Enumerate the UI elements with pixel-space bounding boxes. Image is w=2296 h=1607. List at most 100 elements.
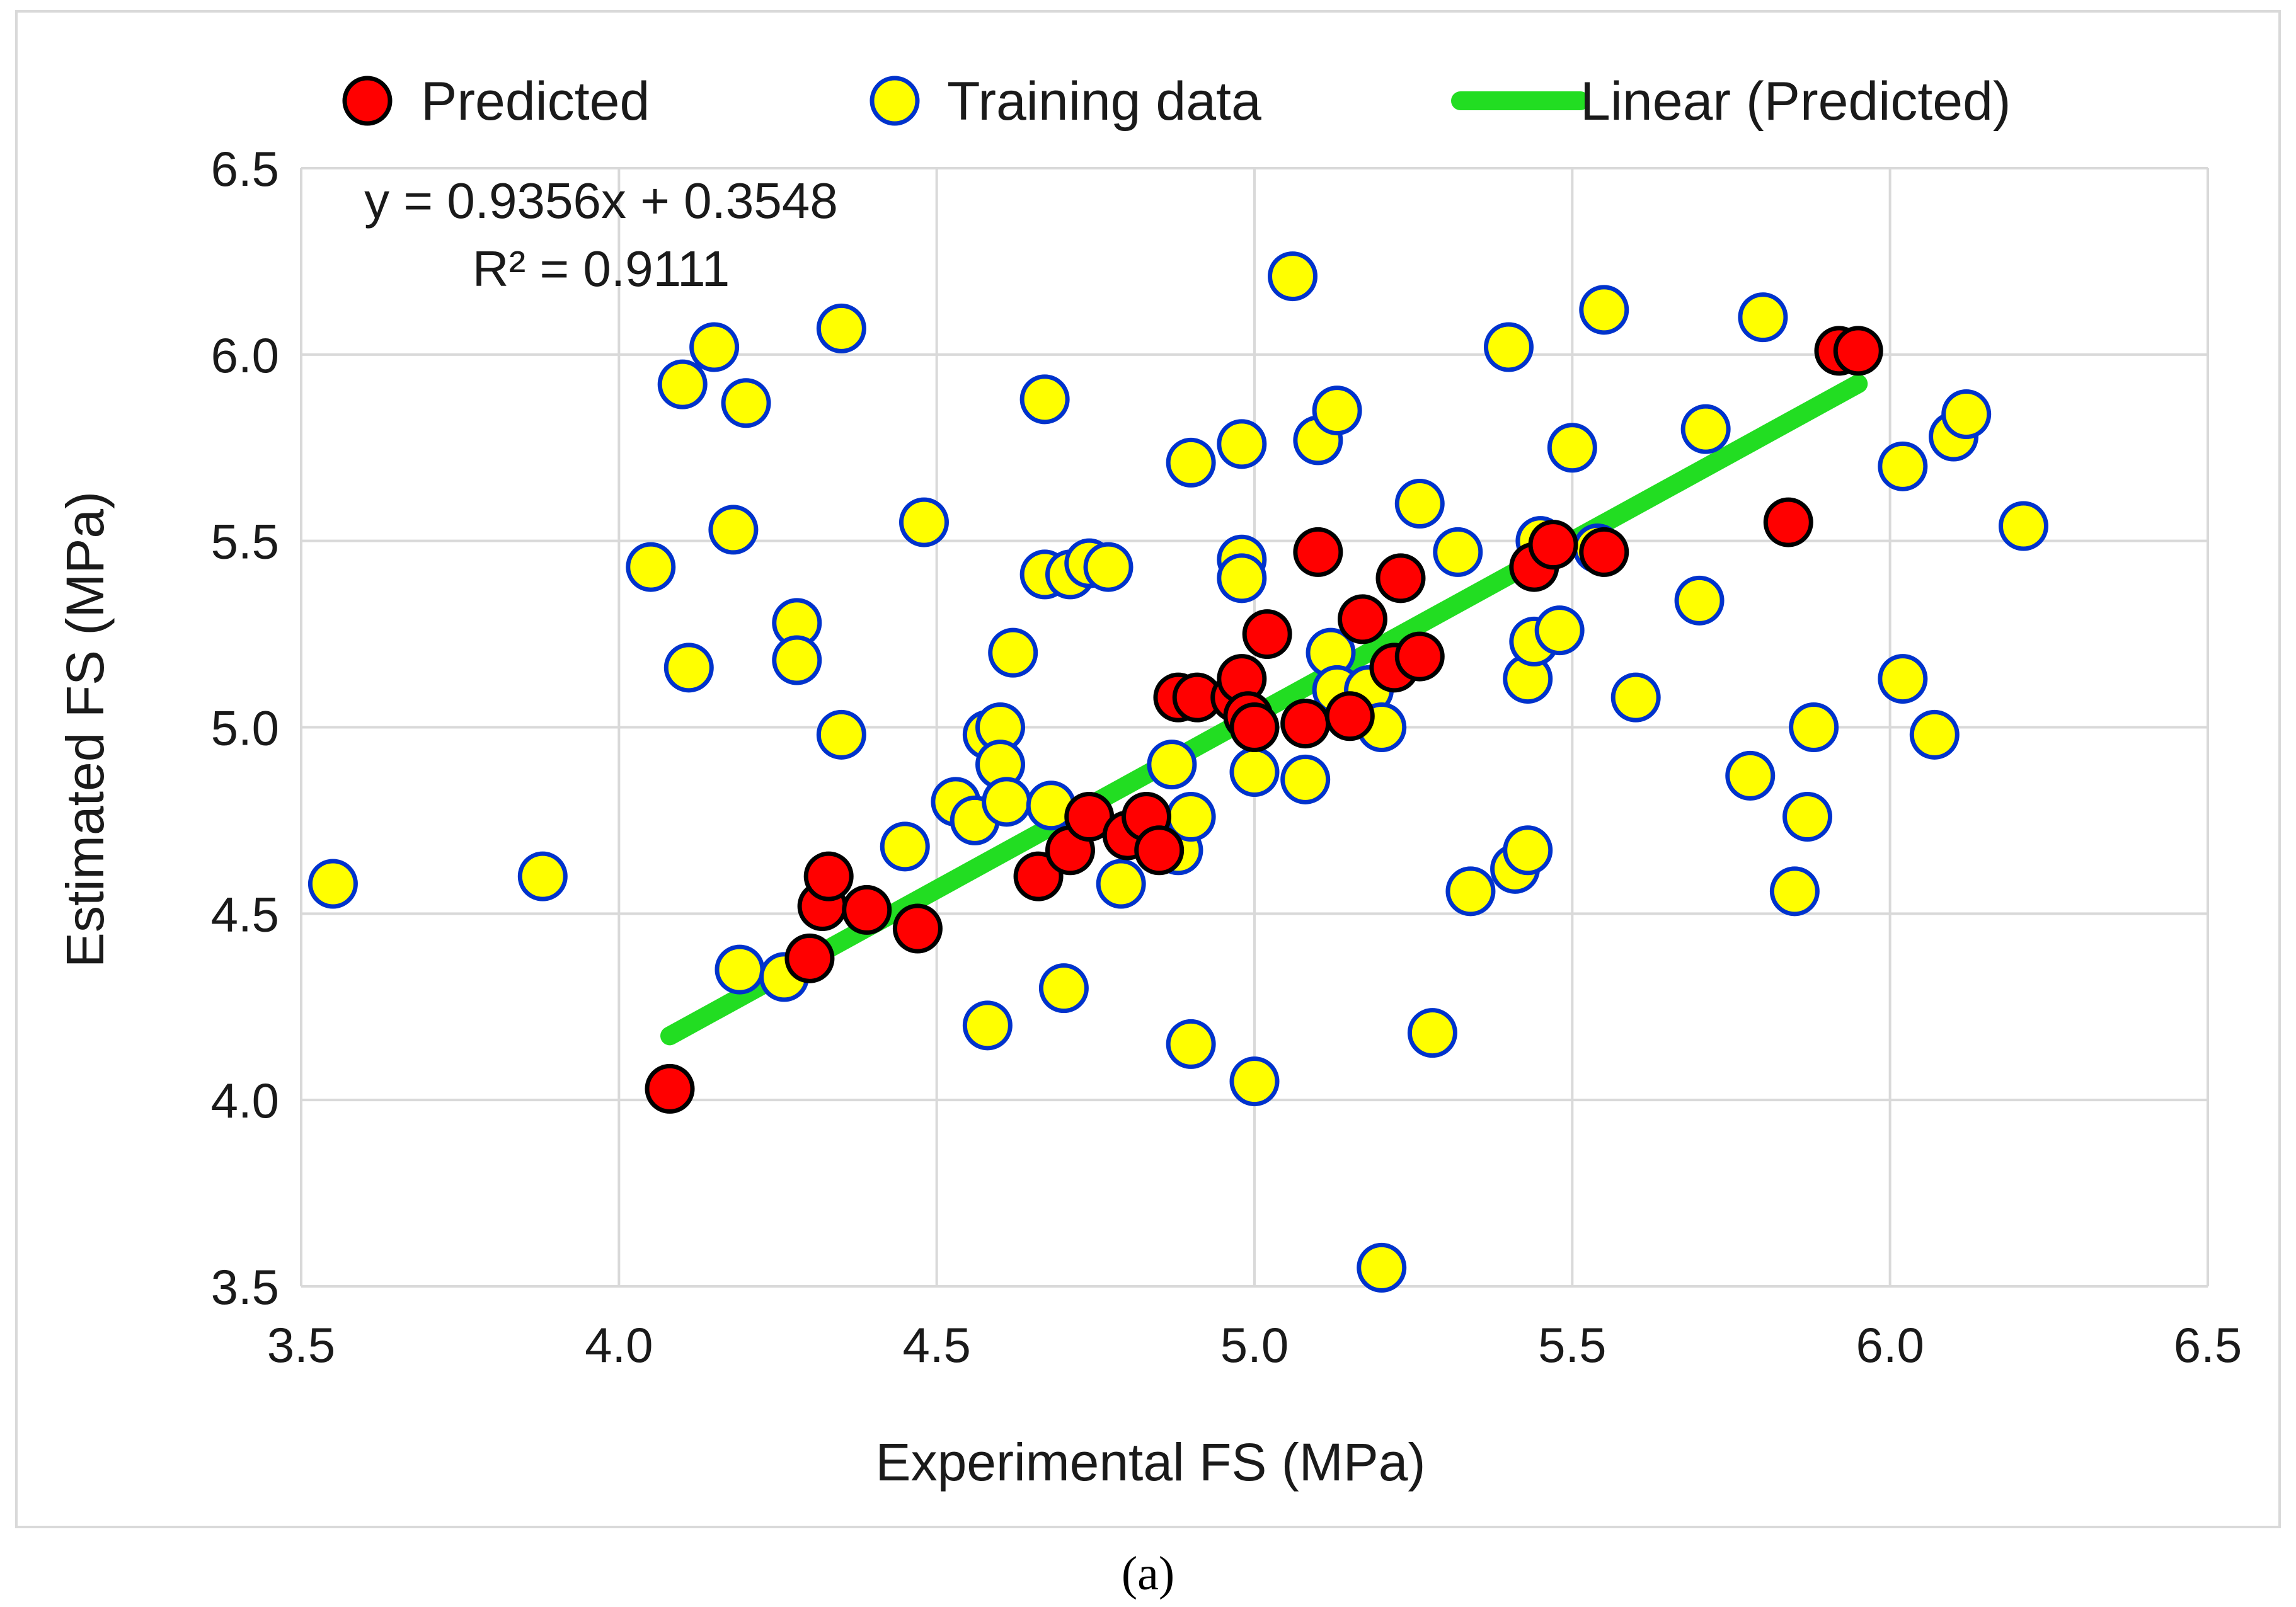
training-point: [1217, 553, 1267, 603]
y-tick-label: 6.5: [211, 141, 279, 197]
x-tick-label: 5.5: [1538, 1317, 1606, 1373]
predicted-point: [784, 933, 835, 983]
predicted-point: [1528, 520, 1578, 570]
training-point: [1229, 747, 1280, 797]
training-point: [816, 303, 866, 353]
legend-marker-predicted: [342, 76, 393, 126]
training-point: [1268, 251, 1318, 302]
training-point: [772, 635, 822, 685]
training-point: [708, 505, 759, 555]
training-point: [1019, 374, 1070, 425]
training-point: [1782, 792, 1833, 842]
panel-label: (a): [1121, 1547, 1175, 1600]
training-point: [1909, 709, 1960, 760]
training-point: [1280, 754, 1331, 804]
r-squared-text: R² = 0.9111: [473, 241, 730, 297]
predicted-point: [1324, 691, 1375, 741]
training-point: [898, 497, 949, 547]
predicted-point: [1833, 326, 1883, 376]
training-point: [1878, 441, 1928, 491]
training-point: [689, 322, 740, 372]
y-tick-label: 6.0: [211, 328, 279, 383]
regression-equation: y = 0.9356x + 0.3548 R² = 0.9111: [364, 173, 838, 297]
y-tick-label: 4.5: [211, 886, 279, 942]
training-point: [715, 944, 765, 995]
predicted-point: [1337, 594, 1387, 644]
training-point: [1725, 750, 1776, 801]
training-point: [1083, 542, 1134, 592]
x-axis-title: Experimental FS (MPa): [876, 1433, 1426, 1492]
training-point: [1738, 292, 1788, 343]
y-tick-label: 5.0: [211, 701, 279, 756]
predicted-point: [892, 903, 943, 954]
training-point: [1547, 423, 1597, 473]
equation-text: y = 0.9356x + 0.3548: [364, 173, 838, 229]
training-point: [1357, 1242, 1407, 1293]
training-point: [1674, 575, 1725, 626]
training-point: [1579, 285, 1629, 335]
training-point: [1312, 386, 1362, 436]
training-point: [1534, 605, 1585, 656]
scatter-chart: 3.5 4.0 4.5 5.0 5.5 6.0 6.5 3.5 4.0 4.5 5.0 5.5 6.0 6…: [55, 71, 2242, 1492]
predicted-point: [1242, 609, 1292, 660]
training-point: [1483, 322, 1534, 372]
y-tick-label: 4.0: [211, 1073, 279, 1128]
training-point: [657, 359, 708, 409]
predicted-point: [1579, 527, 1629, 577]
training-point: [1229, 1056, 1280, 1107]
training-point: [1610, 672, 1661, 723]
predicted-point: [803, 851, 854, 901]
training-point: [962, 1000, 1013, 1051]
training-point: [1096, 859, 1146, 909]
training-point: [721, 378, 771, 428]
training-series: [307, 251, 2048, 1293]
predicted-point: [1394, 631, 1445, 682]
legend-label-linear: Linear (Predicted): [1580, 71, 2011, 132]
legend-marker-training: [870, 76, 920, 126]
training-point: [663, 643, 714, 693]
training-point: [1998, 501, 2048, 551]
y-tick-label: 3.5: [211, 1259, 279, 1315]
training-point: [626, 542, 676, 592]
predicted-point: [842, 884, 892, 935]
x-tick-label: 6.0: [1856, 1317, 1924, 1373]
predicted-point: [1293, 527, 1343, 577]
predicted-point: [1280, 699, 1331, 749]
predicted-point: [1763, 497, 1813, 547]
training-point: [816, 709, 866, 760]
legend-label-training: Training data: [947, 71, 1261, 132]
training-point: [1217, 419, 1267, 469]
predicted-point: [1134, 825, 1185, 876]
chart-area: 3.5 4.0 4.5 5.0 5.5 6.0 6.5 3.5 4.0 4.5 5.0 5.5 6.0 6…: [15, 10, 2281, 1528]
x-tick-label: 4.0: [585, 1317, 653, 1373]
x-tick-label: 5.0: [1220, 1317, 1289, 1373]
predicted-point: [1375, 553, 1426, 603]
training-point: [1503, 825, 1553, 876]
chart-legend: Predicted Training data Linear (Predicte…: [342, 71, 2011, 132]
training-point: [988, 627, 1038, 678]
y-tick-label: 5.5: [211, 514, 279, 569]
training-point: [1769, 866, 1820, 917]
training-point: [1680, 404, 1731, 454]
legend-label-predicted: Predicted: [421, 71, 650, 132]
training-point: [1941, 389, 1992, 439]
x-tick-label: 3.5: [267, 1317, 335, 1373]
training-point: [1445, 866, 1496, 917]
predicted-point: [1229, 702, 1280, 752]
y-axis-title: Estimated FS (MPa): [55, 491, 115, 968]
training-point: [1433, 527, 1483, 577]
training-point: [880, 821, 930, 872]
predicted-series: [645, 326, 1883, 1114]
training-point: [1394, 479, 1445, 529]
training-point: [1147, 740, 1197, 790]
training-point: [1166, 437, 1216, 488]
predicted-point: [1013, 851, 1064, 901]
axis-ticks: 3.5 4.0 4.5 5.0 5.5 6.0 6.5 3.5 4.0 4.5 5.0 5.5 6.0 6…: [211, 141, 2242, 1373]
training-point: [517, 851, 568, 901]
predicted-point: [645, 1063, 695, 1114]
training-point: [1038, 963, 1089, 1014]
training-point: [1407, 1008, 1457, 1058]
training-point: [982, 777, 1032, 827]
x-tick-label: 4.5: [902, 1317, 970, 1373]
training-point: [307, 859, 358, 909]
